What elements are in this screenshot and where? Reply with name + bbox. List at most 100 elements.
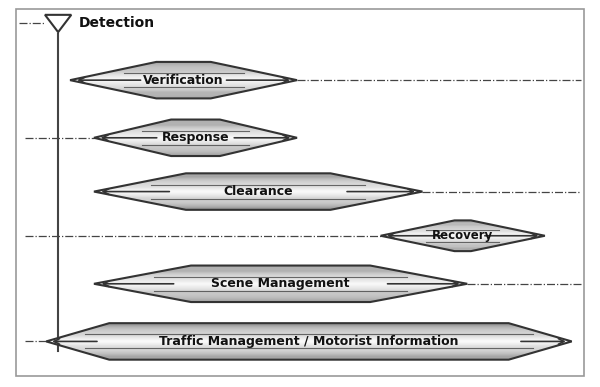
Polygon shape xyxy=(443,249,482,250)
Polygon shape xyxy=(109,280,452,281)
Polygon shape xyxy=(157,271,404,272)
Polygon shape xyxy=(112,195,404,196)
Polygon shape xyxy=(148,97,220,98)
Polygon shape xyxy=(97,356,521,357)
Polygon shape xyxy=(158,178,358,179)
Polygon shape xyxy=(52,339,565,340)
Polygon shape xyxy=(177,208,340,209)
Polygon shape xyxy=(167,206,349,207)
Polygon shape xyxy=(385,234,541,235)
Polygon shape xyxy=(135,94,232,95)
Polygon shape xyxy=(103,358,515,359)
Text: Response: Response xyxy=(161,131,229,144)
Polygon shape xyxy=(140,149,251,150)
Polygon shape xyxy=(113,142,278,143)
Polygon shape xyxy=(78,331,540,332)
Polygon shape xyxy=(126,67,241,68)
Polygon shape xyxy=(96,86,271,87)
Polygon shape xyxy=(418,243,508,244)
Polygon shape xyxy=(113,70,254,71)
Polygon shape xyxy=(395,239,530,240)
Polygon shape xyxy=(106,134,286,135)
Polygon shape xyxy=(133,291,428,292)
Polygon shape xyxy=(125,145,266,146)
Polygon shape xyxy=(388,237,538,238)
Polygon shape xyxy=(70,80,297,81)
Polygon shape xyxy=(163,154,227,155)
Polygon shape xyxy=(167,155,224,156)
Polygon shape xyxy=(177,174,340,175)
Polygon shape xyxy=(65,335,553,336)
Text: Recovery: Recovery xyxy=(432,229,493,242)
Polygon shape xyxy=(94,327,524,328)
Polygon shape xyxy=(94,355,524,356)
Polygon shape xyxy=(65,347,553,348)
Polygon shape xyxy=(100,73,267,74)
Polygon shape xyxy=(56,344,562,345)
Text: Traffic Management / Motorist Information: Traffic Management / Motorist Informatio… xyxy=(159,335,459,348)
Polygon shape xyxy=(121,130,270,132)
Polygon shape xyxy=(103,324,515,325)
Polygon shape xyxy=(101,135,289,136)
Polygon shape xyxy=(433,224,493,225)
Polygon shape xyxy=(103,189,413,190)
Polygon shape xyxy=(106,323,512,324)
Polygon shape xyxy=(421,244,504,245)
Polygon shape xyxy=(122,68,245,69)
Polygon shape xyxy=(136,148,254,149)
Polygon shape xyxy=(451,250,475,251)
Polygon shape xyxy=(136,127,254,128)
Polygon shape xyxy=(135,65,232,67)
Polygon shape xyxy=(428,246,497,247)
Polygon shape xyxy=(81,330,537,331)
Polygon shape xyxy=(117,196,400,197)
Polygon shape xyxy=(126,92,241,93)
Polygon shape xyxy=(148,124,243,125)
Polygon shape xyxy=(59,345,559,346)
Polygon shape xyxy=(142,293,419,294)
Polygon shape xyxy=(98,192,418,194)
Polygon shape xyxy=(155,152,235,153)
Polygon shape xyxy=(97,326,521,327)
Polygon shape xyxy=(406,241,519,242)
Polygon shape xyxy=(88,75,280,77)
Polygon shape xyxy=(71,333,547,334)
Polygon shape xyxy=(421,226,504,227)
Polygon shape xyxy=(123,277,438,278)
Polygon shape xyxy=(74,78,293,79)
Polygon shape xyxy=(83,83,284,84)
Polygon shape xyxy=(154,179,362,180)
Polygon shape xyxy=(440,248,486,249)
Polygon shape xyxy=(118,278,443,279)
Polygon shape xyxy=(122,91,245,92)
Polygon shape xyxy=(128,128,262,130)
Polygon shape xyxy=(160,153,232,154)
Polygon shape xyxy=(131,183,386,184)
Polygon shape xyxy=(380,235,545,236)
Text: Verification: Verification xyxy=(143,74,224,87)
Polygon shape xyxy=(94,283,467,284)
Polygon shape xyxy=(98,139,293,140)
Polygon shape xyxy=(162,296,399,298)
Polygon shape xyxy=(149,180,367,181)
Polygon shape xyxy=(88,84,280,85)
Polygon shape xyxy=(139,95,228,96)
Polygon shape xyxy=(106,140,286,141)
Polygon shape xyxy=(136,200,381,201)
Polygon shape xyxy=(91,354,527,355)
Polygon shape xyxy=(96,74,271,75)
Polygon shape xyxy=(388,233,538,234)
Polygon shape xyxy=(62,346,556,347)
Polygon shape xyxy=(100,325,518,326)
Polygon shape xyxy=(79,82,289,83)
Polygon shape xyxy=(148,273,414,274)
Polygon shape xyxy=(104,87,263,88)
Polygon shape xyxy=(130,93,236,94)
Polygon shape xyxy=(122,197,395,198)
Polygon shape xyxy=(99,285,463,286)
Polygon shape xyxy=(155,122,235,123)
Polygon shape xyxy=(186,301,375,302)
Polygon shape xyxy=(128,290,433,291)
Polygon shape xyxy=(100,357,518,358)
Polygon shape xyxy=(140,126,251,127)
